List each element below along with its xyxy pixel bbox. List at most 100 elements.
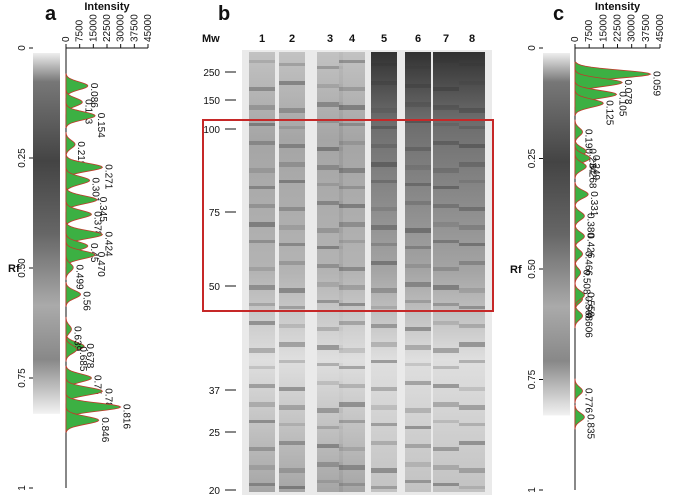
- peak-label: 0.154: [95, 113, 106, 138]
- gel-band: [279, 81, 305, 85]
- gel-band: [317, 165, 343, 170]
- gel-band: [405, 120, 431, 123]
- gel-band: [279, 207, 305, 211]
- peak-label: 0.301: [90, 177, 101, 202]
- peak: [574, 260, 582, 285]
- gel-band: [249, 420, 275, 423]
- gel-lane: [279, 52, 305, 492]
- gel-band: [433, 483, 459, 486]
- peak: [574, 154, 587, 179]
- peak: [65, 132, 76, 157]
- gel-band: [459, 360, 485, 363]
- lane-label: 7: [443, 33, 449, 45]
- peak-label: 0.470: [95, 252, 106, 277]
- peak-label: 0.249: [590, 155, 601, 180]
- gel-band: [459, 324, 485, 328]
- gel-band: [249, 447, 275, 451]
- gel-band: [371, 81, 397, 85]
- gel-band: [371, 63, 397, 66]
- gel-band: [459, 306, 485, 309]
- gel-band: [371, 441, 397, 445]
- gel-band: [433, 168, 459, 173]
- gel-band: [339, 465, 365, 470]
- peak-label: 0.059: [651, 71, 662, 96]
- gel-band: [371, 180, 397, 183]
- gel-band: [317, 228, 343, 233]
- x-tick-label: 45000: [143, 14, 154, 42]
- gel-band: [371, 225, 397, 230]
- gel-band: [371, 261, 397, 265]
- highlight-box: [202, 119, 494, 312]
- peak-label: 0.271: [102, 164, 113, 189]
- gel-band: [371, 288, 397, 293]
- y-tick-label: 0.50: [527, 259, 538, 279]
- gel-band: [279, 261, 305, 265]
- gel-band: [433, 240, 459, 243]
- x-tick-label: 0: [570, 36, 581, 42]
- gel-band: [459, 108, 485, 113]
- gel-band: [339, 222, 365, 227]
- x-axis-title: Intensity: [84, 1, 130, 13]
- gel-band: [249, 204, 275, 208]
- lane-label: 5: [381, 33, 387, 45]
- gel-band: [317, 66, 343, 69]
- lane-label: 2: [289, 33, 295, 45]
- gel-band: [459, 423, 485, 426]
- panel-label: c: [553, 3, 564, 25]
- peak-label: 0.078: [622, 79, 633, 104]
- peak-label: 0.678: [84, 343, 95, 368]
- peak: [65, 407, 100, 433]
- y-tick-label: 0.75: [527, 369, 538, 389]
- gel-band: [249, 483, 275, 486]
- gel-band: [433, 222, 459, 227]
- gel-band: [371, 306, 397, 309]
- gel-band: [371, 342, 397, 347]
- gel-band: [371, 126, 397, 129]
- gel-band: [371, 360, 397, 363]
- gel-band: [249, 321, 275, 325]
- gel-band: [317, 480, 343, 483]
- peak-label: 0.466: [583, 251, 594, 276]
- gel-band: [249, 168, 275, 173]
- gel-lane: [405, 52, 431, 492]
- gel-band: [249, 141, 275, 145]
- gel-band: [459, 468, 485, 473]
- gel-band: [317, 147, 343, 151]
- gel-band: [317, 246, 343, 249]
- gel-band: [339, 186, 365, 189]
- gel-band: [249, 60, 275, 63]
- gel-band: [317, 345, 343, 350]
- gel-band: [249, 303, 275, 306]
- gel-band: [433, 402, 459, 407]
- lane-label: 3: [327, 33, 333, 45]
- gel-band: [339, 285, 365, 290]
- gel-band: [339, 348, 365, 353]
- gel-band: [279, 63, 305, 66]
- peak-label: 0.219: [75, 141, 86, 166]
- gel-band: [317, 462, 343, 467]
- x-tick-label: 0: [61, 36, 72, 42]
- gel-lane: [339, 52, 365, 492]
- gel-band: [459, 342, 485, 347]
- gel-band: [249, 240, 275, 243]
- gel-band: [371, 108, 397, 113]
- gel-band: [339, 447, 365, 451]
- gel-band: [459, 207, 485, 211]
- gel-band: [249, 384, 275, 388]
- gel-panel: b Mw 1 2 3 4 5 6 7 8 250 150 100 75 50 37 25 20: [202, 3, 494, 497]
- gel-band: [371, 162, 397, 167]
- gel-band: [279, 306, 305, 309]
- mw-marker-label: 37: [209, 386, 221, 397]
- gel-band: [459, 126, 485, 129]
- gel-lane: [317, 52, 343, 492]
- gel-band: [405, 228, 431, 233]
- gel-band: [317, 84, 343, 88]
- gel-band: [433, 60, 459, 63]
- gel-band: [317, 264, 343, 268]
- gel-band: [249, 267, 275, 271]
- y-tick-label: 0: [17, 45, 28, 51]
- peak-label: 0.234: [586, 148, 597, 173]
- peak: [65, 316, 72, 342]
- gel-lane: [371, 52, 397, 492]
